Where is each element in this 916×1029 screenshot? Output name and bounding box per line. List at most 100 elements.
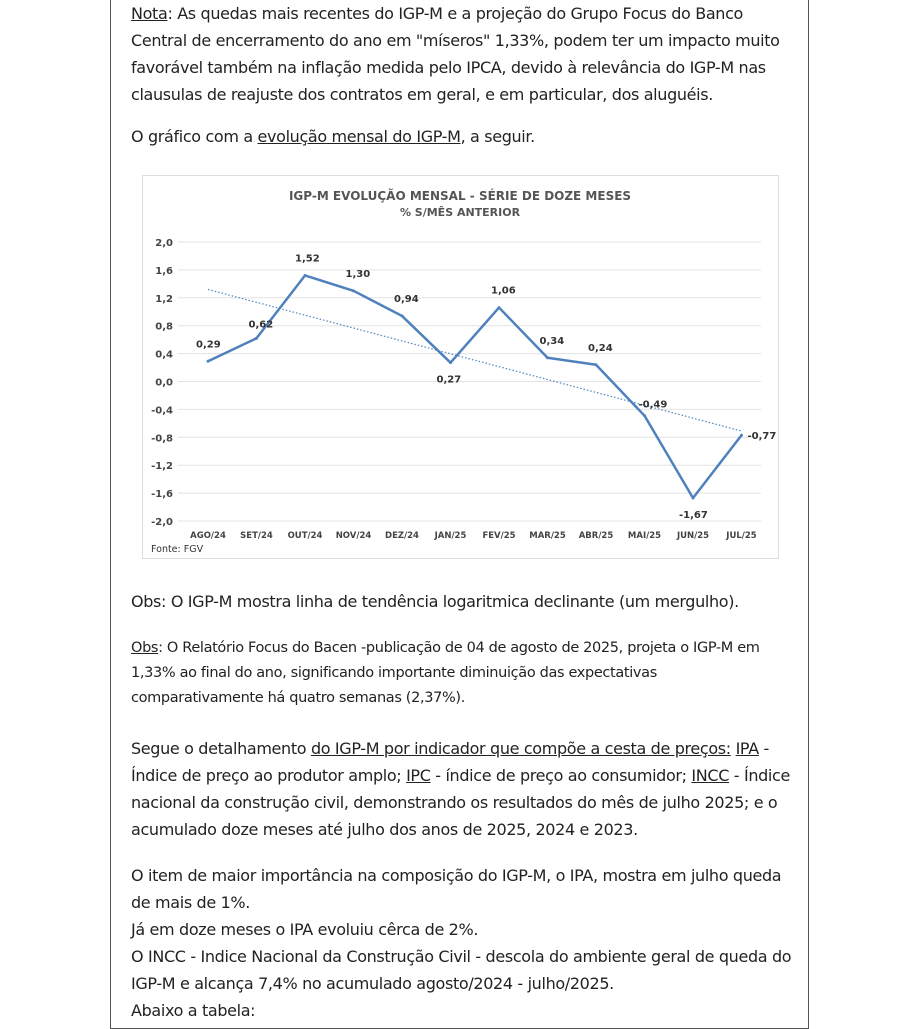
underlined-term: Obs	[131, 640, 159, 656]
text-segment: Obs: O IGP-M mostra linha de tendência l…	[131, 592, 739, 611]
text-segment: - índice de preço ao consumidor;	[430, 766, 692, 785]
x-tick-label: FEV/25	[482, 531, 515, 541]
text-segment: Índice de preço ao produtor amplo;	[131, 766, 407, 785]
text-line: nacional da construção civil, demonstran…	[131, 789, 811, 816]
data-point	[303, 273, 307, 277]
text-line: Abaixo a tabela:	[131, 997, 811, 1024]
data-point	[255, 336, 258, 340]
data-point	[643, 414, 646, 418]
y-tick-label: 2,0	[155, 238, 173, 249]
text-segment: : As quedas mais recentes do IGP-M e a p…	[167, 4, 743, 23]
data-point	[594, 363, 598, 367]
text-line: IGP-M e alcança 7,4% no acumulado agosto…	[131, 970, 811, 997]
x-tick-label: JUN/25	[676, 531, 709, 541]
data-label: 0,34	[540, 336, 565, 347]
text-segment: - Índice	[729, 766, 791, 785]
x-tick-label: AGO/24	[190, 531, 226, 541]
text-segment: Já em doze meses o IPA evoluiu cêrca de …	[131, 920, 479, 939]
y-tick-label: 0,8	[155, 322, 173, 333]
text-line: comparativamente há quatro semanas (2,37…	[131, 686, 811, 711]
text-segment: nacional da construção civil, demonstran…	[131, 793, 778, 812]
text-line: Central de encerramento do ano em "míser…	[131, 27, 811, 54]
data-label: 0,27	[437, 375, 462, 386]
text-segment: -	[758, 739, 770, 758]
text-line: 1,33% ao final do ano, significando impo…	[131, 661, 811, 686]
data-point	[691, 496, 695, 500]
x-tick-label: MAR/25	[529, 531, 566, 541]
x-tick-label: DEZ/24	[385, 531, 419, 541]
text-line: Já em doze meses o IPA evoluiu cêrca de …	[131, 916, 811, 943]
paragraph-item: O item de maior importância na composiçã…	[131, 862, 811, 1024]
chart-title: IGP-M EVOLUÇÃO MENSAL - SÉRIE DE DOZE ME…	[289, 188, 631, 203]
y-tick-label: -0,4	[151, 405, 173, 416]
text-segment: , a seguir.	[460, 127, 536, 146]
text-line: O INCC - Indice Nacional da Construção C…	[131, 943, 811, 970]
text-segment: clausulas de reajuste dos contratos em g…	[131, 85, 713, 104]
paragraph-segue: Segue o detalhamento do IGP-M por indica…	[131, 735, 811, 843]
data-label: 0,62	[249, 319, 274, 330]
text-line: clausulas de reajuste dos contratos em g…	[131, 81, 811, 108]
text-segment: : O Relatório Focus do Bacen -publicação…	[158, 640, 760, 656]
data-point	[400, 314, 404, 318]
x-tick-label: MAI/25	[628, 531, 661, 541]
text-line: acumulado doze meses até julho dos anos …	[131, 816, 811, 843]
y-tick-label: -0,8	[151, 433, 173, 444]
chart-svg: IGP-M EVOLUÇÃO MENSAL - SÉRIE DE DOZE ME…	[151, 188, 777, 555]
data-label: 0,29	[196, 339, 221, 350]
underlined-term: IPA	[735, 739, 760, 758]
data-label: 0,94	[394, 294, 419, 305]
chart-source: Fonte: FGV	[151, 544, 204, 555]
text-line: favorável também na inflação medida pelo…	[131, 54, 811, 81]
text-segment: Segue o detalhamento	[131, 739, 311, 758]
x-tick-label: NOV/24	[336, 531, 372, 541]
text-segment: O INCC - Indice Nacional da Construção C…	[131, 947, 792, 966]
data-point	[740, 433, 743, 437]
chart-subtitle: % S/MÊS ANTERIOR	[400, 206, 521, 219]
underlined-term: INCC	[691, 766, 730, 785]
data-label: -1,67	[679, 510, 708, 521]
paragraph-grafico-intro: O gráfico com a evolução mensal do IGP-M…	[131, 123, 811, 150]
y-tick-label: 0,4	[155, 350, 173, 361]
paragraph-obs1: Obs: O IGP-M mostra linha de tendência l…	[131, 588, 811, 615]
data-label: 1,06	[491, 286, 516, 297]
x-tick-label: ABR/25	[579, 531, 614, 541]
text-line: O gráfico com a evolução mensal do IGP-M…	[131, 123, 811, 150]
y-tick-label: 1,6	[155, 266, 173, 277]
text-line: Nota: As quedas mais recentes do IGP-M e…	[131, 0, 811, 27]
data-point	[497, 306, 501, 310]
data-point	[449, 361, 452, 365]
text-line: Segue o detalhamento do IGP-M por indica…	[131, 735, 811, 762]
data-point	[206, 359, 210, 363]
data-point	[352, 289, 355, 293]
text-segment: 1,33% ao final do ano, significando impo…	[131, 665, 657, 681]
text-segment: comparativamente há quatro semanas (2,37…	[131, 690, 465, 706]
x-tick-label: SET/24	[240, 531, 273, 541]
text-segment: O item de maior importância na composiçã…	[131, 866, 782, 885]
data-label: -0,49	[639, 400, 668, 411]
y-tick-label: -2,0	[151, 517, 173, 528]
text-line: Obs: O Relatório Focus do Bacen -publica…	[131, 636, 811, 661]
text-segment: de mais de 1%.	[131, 893, 250, 912]
y-tick-label: -1,2	[151, 461, 173, 472]
text-segment: favorável também na inflação medida pelo…	[131, 58, 766, 77]
paragraph-nota: Nota: As quedas mais recentes do IGP-M e…	[131, 0, 811, 108]
data-point	[546, 356, 549, 360]
x-tick-label: JUL/25	[725, 531, 756, 541]
text-line: Obs: O IGP-M mostra linha de tendência l…	[131, 588, 811, 615]
series-line	[207, 274, 743, 500]
underlined-term: evolução mensal do IGP-M	[257, 127, 461, 146]
text-line: O item de maior importância na composiçã…	[131, 862, 811, 889]
underlined-term: do IGP-M por indicador que compõe a cest…	[310, 739, 731, 758]
underlined-term: Nota	[131, 4, 168, 23]
data-label: 0,24	[588, 343, 613, 354]
underlined-term: IPC	[406, 766, 431, 785]
x-tick-label: JAN/25	[434, 531, 467, 541]
text-segment: O gráfico com a	[131, 127, 258, 146]
text-segment: Abaixo a tabela:	[131, 1001, 256, 1020]
x-tick-label: OUT/24	[288, 531, 323, 541]
y-tick-label: 0,0	[155, 378, 173, 389]
text-segment: Central de encerramento do ano em "míser…	[131, 31, 780, 50]
data-label: -0,77	[748, 431, 777, 442]
y-tick-label: 1,2	[155, 294, 173, 305]
igpm-chart: IGP-M EVOLUÇÃO MENSAL - SÉRIE DE DOZE ME…	[142, 175, 779, 559]
